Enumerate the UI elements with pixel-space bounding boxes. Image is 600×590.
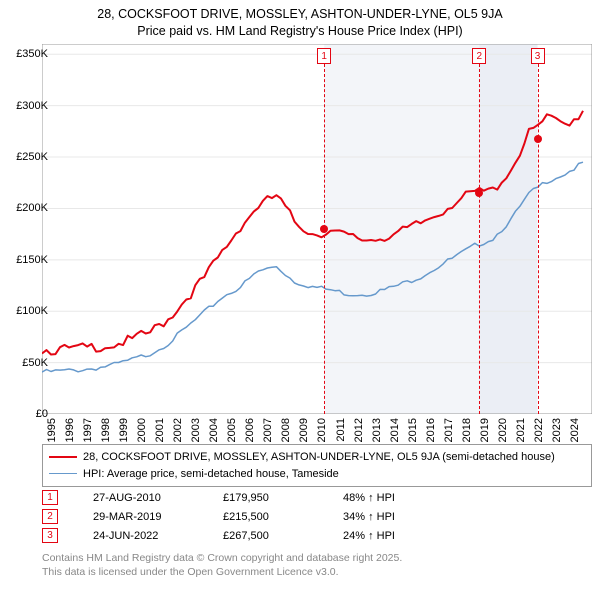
sales-table: 1 27-AUG-2010£179,95048% ↑ HPI 2 29-MAR-201… [42,488,463,545]
sale-price: £267,500 [223,530,343,542]
sale-num-box: 3 [42,528,58,543]
sale-marker-box: 2 [472,48,486,64]
sale-delta: 48% ↑ HPI [343,492,463,504]
sale-marker-line [538,64,539,414]
y-tick-label: £150K [16,254,48,266]
sale-date: 29-MAR-2019 [93,511,223,523]
chart-svg [42,44,592,414]
attribution-line-1: Contains HM Land Registry data © Crown c… [42,552,402,566]
sale-delta: 34% ↑ HPI [343,511,463,523]
y-tick-label: £350K [16,48,48,60]
legend-swatch [49,456,77,458]
sale-date: 27-AUG-2010 [93,492,223,504]
sale-price: £179,950 [223,492,343,504]
sale-row: 1 27-AUG-2010£179,95048% ↑ HPI [42,488,463,507]
sale-marker-box: 1 [317,48,331,64]
title-line-1: 28, COCKSFOOT DRIVE, MOSSLEY, ASHTON-UND… [0,6,600,23]
x-tick-label: 2024 [569,418,600,442]
y-tick-label: £250K [16,151,48,163]
title-line-2: Price paid vs. HM Land Registry's House … [0,23,600,40]
sale-row: 2 29-MAR-2019£215,50034% ↑ HPI [42,507,463,526]
shade-band [479,44,537,414]
chart-area: 1 2 3 [42,44,592,414]
y-tick-label: £50K [22,357,48,369]
legend-row: HPI: Average price, semi-detached house,… [49,466,585,483]
legend-label: HPI: Average price, semi-detached house,… [83,466,339,483]
sale-date: 24-JUN-2022 [93,530,223,542]
attribution: Contains HM Land Registry data © Crown c… [42,552,402,579]
legend-row: 28, COCKSFOOT DRIVE, MOSSLEY, ASHTON-UND… [49,449,585,466]
sale-num-box: 1 [42,490,58,505]
legend: 28, COCKSFOOT DRIVE, MOSSLEY, ASHTON-UND… [42,444,592,487]
sale-delta: 24% ↑ HPI [343,530,463,542]
y-tick-label: £200K [16,202,48,214]
title-block: 28, COCKSFOOT DRIVE, MOSSLEY, ASHTON-UND… [0,0,600,40]
y-tick-label: £300K [16,100,48,112]
sale-dot [475,189,483,197]
attribution-line-2: This data is licensed under the Open Gov… [42,566,402,580]
sale-num-box: 2 [42,509,58,524]
sale-dot [534,135,542,143]
sale-row: 3 24-JUN-2022£267,50024% ↑ HPI [42,526,463,545]
shade-band [324,44,479,414]
sale-price: £215,500 [223,511,343,523]
sale-marker-box: 3 [531,48,545,64]
y-tick-label: £100K [16,305,48,317]
legend-label: 28, COCKSFOOT DRIVE, MOSSLEY, ASHTON-UND… [83,449,555,466]
chart-container: 28, COCKSFOOT DRIVE, MOSSLEY, ASHTON-UND… [0,0,600,590]
legend-swatch [49,473,77,474]
sale-marker-line [479,64,480,414]
sale-marker-line [324,64,325,414]
sale-dot [320,225,328,233]
